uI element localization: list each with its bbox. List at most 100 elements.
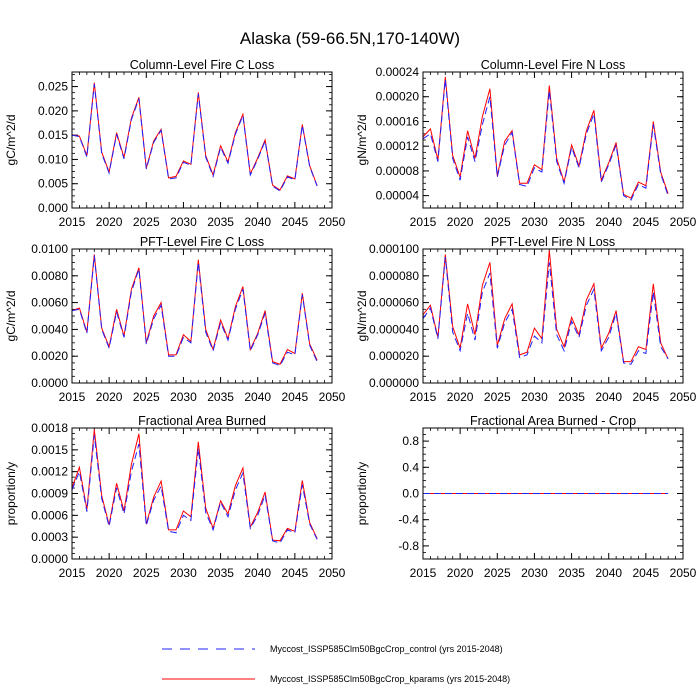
x-tick-label: 2020 — [96, 566, 123, 580]
y-tick-label: 0.0000 — [31, 552, 68, 566]
legend-label-1: Myccost_ISSP585Clm50BgcCrop_control (yrs… — [270, 644, 503, 654]
panel-2: Column-Level Fire N Loss gN/m^2/d 2015 2020… — [355, 58, 697, 229]
x-tick-label: 2050 — [319, 215, 346, 229]
x-tick-label: 2045 — [282, 566, 309, 580]
series-line-control — [422, 79, 669, 201]
y-tick-label: 0.00012 — [376, 139, 420, 153]
plot-frame — [422, 427, 684, 560]
y-tick-label: 0.0015 — [31, 443, 68, 457]
y-tick-label: 0.0000 — [31, 376, 68, 390]
panel-title: Fractional Area Burned - Crop — [470, 414, 636, 428]
panels: Column-Level Fire C Loss gC/m^2/d 2015 2020… — [4, 58, 697, 580]
y-tick-label: 0.000100 — [369, 242, 419, 256]
panel-title: Column-Level Fire C Loss — [130, 58, 275, 72]
y-tick-label: 0.0060 — [31, 296, 68, 310]
y-tick-label: 0.0006 — [31, 508, 68, 522]
x-tick-label: 2040 — [244, 390, 271, 404]
x-tick-label: 2025 — [133, 390, 160, 404]
x-tick-label: 2045 — [282, 390, 309, 404]
y-tick-label: 0.4 — [402, 460, 419, 474]
y-tick-label: 0.010 — [38, 152, 68, 166]
x-tick-label: 2020 — [447, 215, 474, 229]
y-tick-label: 0.0 — [402, 487, 419, 501]
series-line-kparams — [422, 250, 669, 363]
x-tick-label: 2050 — [319, 390, 346, 404]
y-axis-label: gC/m^2/d — [4, 291, 18, 342]
x-tick-label: 2035 — [207, 390, 234, 404]
y-tick-label: 0.000060 — [369, 296, 419, 310]
y-tick-label: 0.00008 — [376, 164, 420, 178]
y-tick-label: 0.000020 — [369, 349, 419, 363]
y-tick-label: 0.00024 — [376, 65, 420, 79]
x-tick-label: 2030 — [521, 215, 548, 229]
y-tick-label: 0.0100 — [31, 242, 68, 256]
x-tick-label: 2030 — [170, 215, 197, 229]
panel-6: Fractional Area Burned - Crop proportion/… — [355, 414, 697, 580]
x-tick-label: 2035 — [558, 390, 585, 404]
panel-5: Fractional Area Burned proportion/y 2015 20… — [4, 414, 346, 580]
x-tick-label: 2050 — [670, 566, 697, 580]
x-tick-label: 2025 — [484, 215, 511, 229]
y-tick-label: -0.8 — [398, 539, 419, 553]
x-tick-label: 2015 — [59, 566, 86, 580]
y-tick-label: -0.4 — [398, 513, 419, 527]
legend: Myccost_ISSP585Clm50BgcCrop_control (yrs… — [162, 644, 510, 684]
x-tick-label: 2040 — [244, 215, 271, 229]
y-tick-label: 0.000000 — [369, 376, 419, 390]
x-tick-label: 2015 — [410, 390, 437, 404]
plot-frame — [422, 248, 684, 384]
y-tick-label: 0.8 — [402, 434, 419, 448]
x-tick-label: 2025 — [133, 566, 160, 580]
x-tick-label: 2035 — [207, 566, 234, 580]
x-tick-label: 2045 — [633, 566, 660, 580]
x-tick-label: 2045 — [633, 390, 660, 404]
x-tick-label: 2040 — [595, 566, 622, 580]
y-axis-label: gC/m^2/d — [4, 115, 18, 166]
legend-label-2: Myccost_ISSP585Clm50BgcCrop_kparams (yrs… — [270, 674, 510, 684]
panel-title: PFT-Level Fire N Loss — [491, 235, 615, 249]
y-tick-label: 0.0003 — [31, 530, 68, 544]
figure-title: Alaska (59-66.5N,170-140W) — [240, 29, 460, 48]
series-line-kparams — [71, 82, 318, 191]
x-tick-label: 2015 — [410, 215, 437, 229]
x-tick-label: 2040 — [595, 390, 622, 404]
x-tick-label: 2020 — [447, 390, 474, 404]
x-tick-label: 2050 — [670, 215, 697, 229]
y-tick-label: 0.025 — [38, 80, 68, 94]
y-tick-label: 0.0018 — [31, 421, 68, 435]
plot-frame — [71, 427, 333, 560]
x-tick-label: 2040 — [244, 566, 271, 580]
x-tick-label: 2045 — [633, 215, 660, 229]
panel-title: PFT-Level Fire C Loss — [140, 235, 264, 249]
x-tick-label: 2020 — [447, 566, 474, 580]
panel-title: Column-Level Fire N Loss — [481, 58, 626, 72]
x-tick-label: 2025 — [484, 390, 511, 404]
panel-3: PFT-Level Fire C Loss gC/m^2/d 2015 2020 202… — [4, 235, 346, 404]
series-line-control — [71, 255, 318, 367]
x-tick-label: 2030 — [521, 566, 548, 580]
y-tick-label: 0.0040 — [31, 322, 68, 336]
x-tick-label: 2030 — [521, 390, 548, 404]
panel-title: Fractional Area Burned — [138, 414, 266, 428]
x-tick-label: 2015 — [410, 566, 437, 580]
y-tick-label: 0.0080 — [31, 269, 68, 283]
y-tick-label: 0.000080 — [369, 269, 419, 283]
y-axis-label: proportion/y — [4, 462, 18, 525]
x-tick-label: 2015 — [59, 390, 86, 404]
y-tick-label: 0.000 — [38, 201, 68, 215]
y-tick-label: 0.00004 — [376, 189, 420, 203]
x-tick-label: 2050 — [670, 390, 697, 404]
series-line-kparams — [71, 429, 318, 542]
x-tick-label: 2030 — [170, 390, 197, 404]
y-tick-label: 0.0012 — [31, 465, 68, 479]
plot-frame — [71, 248, 333, 384]
y-tick-label: 0.00020 — [376, 90, 420, 104]
series-line-control — [71, 435, 318, 544]
x-tick-label: 2045 — [282, 215, 309, 229]
x-tick-label: 2020 — [96, 215, 123, 229]
x-tick-label: 2035 — [207, 215, 234, 229]
y-tick-label: 0.00016 — [376, 114, 420, 128]
x-tick-label: 2035 — [558, 566, 585, 580]
x-tick-label: 2025 — [484, 566, 511, 580]
